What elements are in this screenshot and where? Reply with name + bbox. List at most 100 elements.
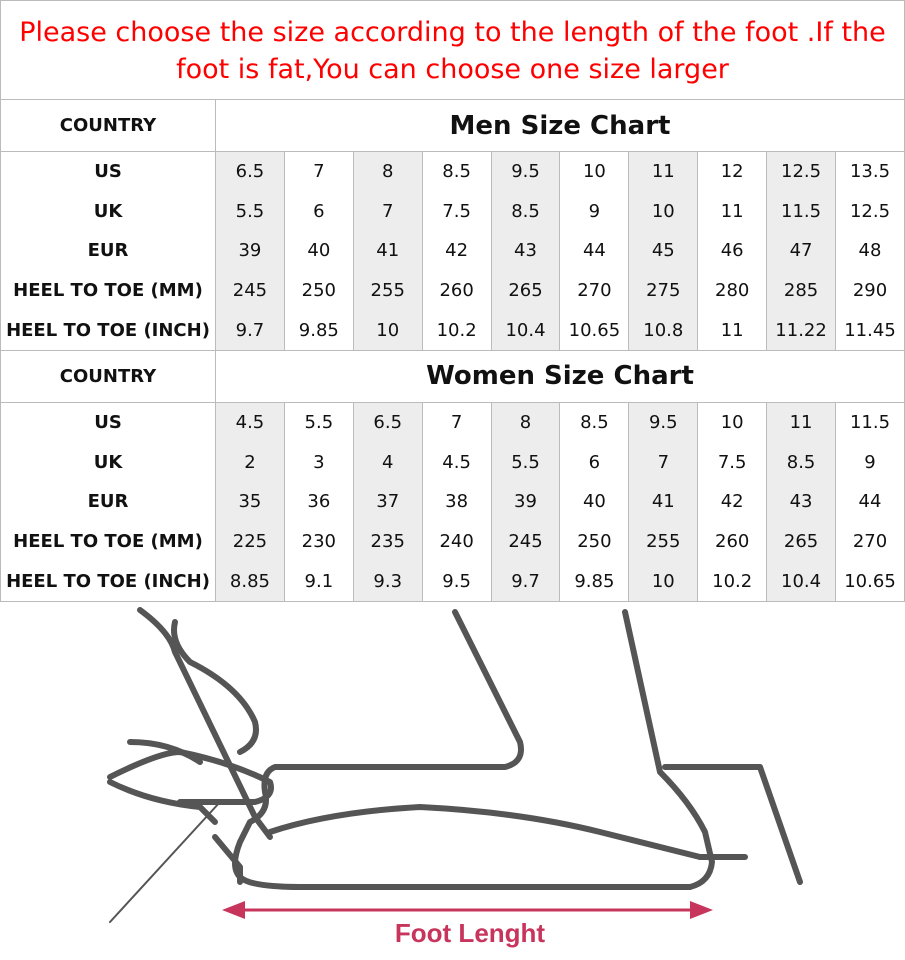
size-cell: 47 xyxy=(766,231,837,271)
size-cell: 6 xyxy=(559,442,630,483)
size-cell: 12 xyxy=(697,150,768,192)
size-cell: 250 xyxy=(283,270,354,311)
size-cell: 290 xyxy=(835,270,905,311)
row-label: HEEL TO TOE (MM) xyxy=(0,521,216,562)
size-cell: 225 xyxy=(215,521,285,562)
row-label: HEEL TO TOE (MM) xyxy=(0,270,216,311)
size-cell: 285 xyxy=(766,270,837,311)
size-cell: 10 xyxy=(559,150,630,192)
size-cell: 35 xyxy=(215,482,285,522)
size-cell: 39 xyxy=(490,482,561,522)
size-cell: 9.85 xyxy=(283,310,354,351)
size-cell: 7.5 xyxy=(697,442,768,483)
size-cell: 9 xyxy=(835,442,905,483)
size-cell: 4 xyxy=(352,442,423,483)
size-cell: 8.5 xyxy=(559,401,630,443)
foot-measure-illustration: Foot Lenght xyxy=(107,607,803,948)
size-cell: 41 xyxy=(352,231,423,271)
foot-length-caption: Foot Lenght xyxy=(395,918,546,948)
men-row: HEEL TO TOE (INCH) 9.7 9.85 10 10.2 10.4 10.65… xyxy=(0,310,905,351)
size-cell: 11 xyxy=(766,401,837,443)
size-cell: 10.2 xyxy=(421,310,492,351)
size-cell: 13.5 xyxy=(835,150,905,192)
size-cell: 9.5 xyxy=(628,401,699,443)
size-cell: 9.7 xyxy=(215,310,285,351)
size-cell: 250 xyxy=(559,521,630,562)
row-label: EUR xyxy=(0,482,216,522)
size-cell: 255 xyxy=(352,270,423,311)
size-cell: 255 xyxy=(628,521,699,562)
size-cell: 7 xyxy=(421,401,492,443)
size-cell: 5.5 xyxy=(215,191,285,232)
size-cell: 44 xyxy=(559,231,630,271)
size-cell: 7.5 xyxy=(421,191,492,232)
size-cell: 48 xyxy=(835,231,905,271)
size-cell: 40 xyxy=(283,231,354,271)
size-cell: 7 xyxy=(283,150,354,192)
women-row: HEEL TO TOE (INCH) 8.85 9.1 9.3 9.5 9.7 9.85 10… xyxy=(0,561,905,602)
size-cell: 10.4 xyxy=(490,310,561,351)
size-cell: 10 xyxy=(697,401,768,443)
size-cell: 240 xyxy=(421,521,492,562)
size-cell: 7 xyxy=(628,442,699,483)
size-cell: 270 xyxy=(835,521,905,562)
men-size-rows: US 6.5 7 8 8.5 9.5 10 11 12 12.5 13.5 UK 5.5 6 7 7.5 8.5… xyxy=(0,150,905,351)
row-label: HEEL TO TOE (INCH) xyxy=(0,561,216,602)
size-cell: 42 xyxy=(421,231,492,271)
size-cell: 265 xyxy=(490,270,561,311)
size-cell: 11.5 xyxy=(835,401,905,443)
size-cell: 43 xyxy=(490,231,561,271)
size-cell: 260 xyxy=(421,270,492,311)
women-country-header: COUNTRY xyxy=(0,349,216,403)
size-cell: 260 xyxy=(697,521,768,562)
size-cell: 9.1 xyxy=(283,561,354,602)
size-cell: 5.5 xyxy=(490,442,561,483)
size-cell: 12.5 xyxy=(766,150,837,192)
size-cell: 12.5 xyxy=(835,191,905,232)
size-cell: 10.8 xyxy=(628,310,699,351)
size-cell: 11 xyxy=(697,191,768,232)
size-cell: 9.5 xyxy=(421,561,492,602)
women-row: US 4.5 5.5 6.5 7 8 8.5 9.5 10 11 11.5 xyxy=(0,401,905,443)
size-cell: 275 xyxy=(628,270,699,311)
size-cell: 8 xyxy=(352,150,423,192)
size-cell: 37 xyxy=(352,482,423,522)
size-cell: 11.22 xyxy=(766,310,837,351)
size-cell: 270 xyxy=(559,270,630,311)
row-label: EUR xyxy=(0,231,216,271)
size-cell: 245 xyxy=(215,270,285,311)
size-cell: 8 xyxy=(490,401,561,443)
size-cell: 2 xyxy=(215,442,285,483)
men-row: EUR 39 40 41 42 43 44 45 46 47 48 xyxy=(0,231,905,271)
size-cell: 41 xyxy=(628,482,699,522)
men-row: HEEL TO TOE (MM) 245 250 255 260 265 270 275 280… xyxy=(0,270,905,311)
row-label: HEEL TO TOE (INCH) xyxy=(0,310,216,351)
size-cell: 46 xyxy=(697,231,768,271)
size-cell: 4.5 xyxy=(421,442,492,483)
size-cell: 43 xyxy=(766,482,837,522)
size-cell: 8.5 xyxy=(766,442,837,483)
size-cell: 9.7 xyxy=(490,561,561,602)
size-cell: 5.5 xyxy=(283,401,354,443)
size-cell: 9.3 xyxy=(352,561,423,602)
size-cell: 38 xyxy=(421,482,492,522)
men-row: US 6.5 7 8 8.5 9.5 10 11 12 12.5 13.5 xyxy=(0,150,905,192)
size-cell: 11 xyxy=(628,150,699,192)
size-cell: 230 xyxy=(283,521,354,562)
size-cell: 8.85 xyxy=(215,561,285,602)
men-size-table: COUNTRY Men Size Chart US 6.5 7 8 8.5 9.5 10 11… xyxy=(0,99,905,602)
women-row: HEEL TO TOE (MM) 225 230 235 240 245 250 255 260… xyxy=(0,521,905,562)
size-cell: 7 xyxy=(352,191,423,232)
size-cell: 42 xyxy=(697,482,768,522)
size-cell: 3 xyxy=(283,442,354,483)
row-label: US xyxy=(0,150,216,192)
women-chart-title: Women Size Chart xyxy=(215,349,905,403)
size-cell: 9 xyxy=(559,191,630,232)
size-cell: 6 xyxy=(283,191,354,232)
row-label: UK xyxy=(0,191,216,232)
size-cell: 235 xyxy=(352,521,423,562)
row-label: US xyxy=(0,401,216,443)
size-cell: 36 xyxy=(283,482,354,522)
size-cell: 9.85 xyxy=(559,561,630,602)
